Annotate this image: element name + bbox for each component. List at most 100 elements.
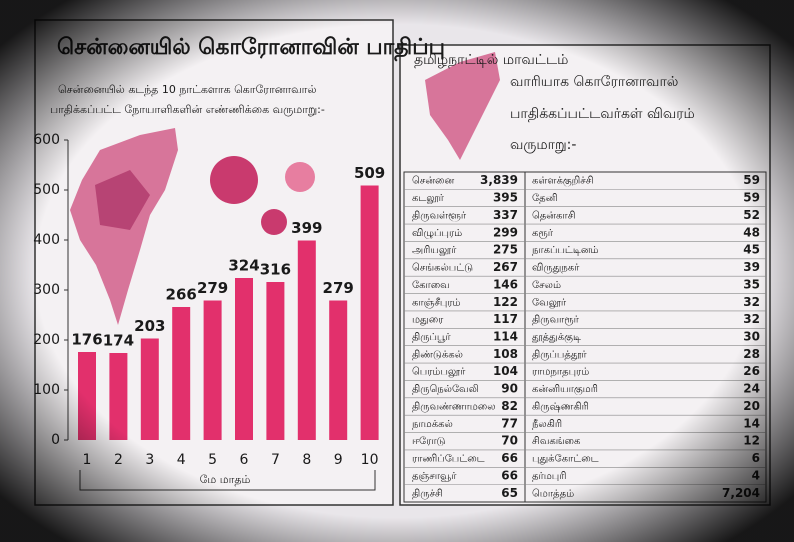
district-name: திருப்பூர்	[412, 332, 451, 343]
bar	[360, 185, 379, 440]
district-name: காஞ்சீபுரம்	[412, 297, 461, 308]
district-name: ராமநாதபுரம்	[532, 367, 589, 378]
district-count: 28	[743, 347, 760, 361]
bar	[329, 300, 348, 440]
district-name: ஈரோடு	[412, 436, 446, 447]
district-count: 32	[743, 295, 760, 309]
district-name: சேலம்	[532, 280, 561, 291]
bar	[172, 307, 191, 440]
district-name: திருவண்ணாமலை	[412, 401, 496, 412]
x-tick-label: 1	[83, 452, 92, 468]
x-axis-label: மே மாதம்	[200, 473, 251, 486]
district-name: திருநெல்வேலி	[412, 384, 479, 395]
district-name: திருப்பத்தூர்	[532, 349, 587, 360]
y-tick-label: 400	[33, 232, 60, 248]
district-name: கோவை	[412, 280, 450, 291]
district-name: தர்மபுரி	[532, 471, 566, 482]
district-count: 48	[743, 225, 760, 239]
district-name: புதுக்கோட்டை	[532, 454, 599, 465]
y-tick-label: 300	[33, 282, 60, 298]
district-count: 90	[501, 382, 518, 396]
district-count: 70	[501, 434, 518, 448]
x-tick-label: 10	[361, 452, 379, 468]
y-tick-label: 100	[33, 382, 60, 398]
district-count: 26	[743, 364, 760, 378]
district-count: 66	[501, 468, 518, 482]
x-tick-label: 7	[271, 452, 280, 468]
chart-title: சென்னையில் கொரோனாவின் பாதிப்பு	[57, 35, 445, 62]
district-count: 12	[743, 434, 760, 448]
district-count: 117	[493, 312, 518, 326]
district-count: 45	[743, 243, 760, 257]
table-heading: பாதிக்கப்பட்டவர்கள் விவரம்	[510, 106, 695, 122]
table-heading: வருமாறு:-	[510, 137, 576, 153]
x-tick-label: 9	[334, 452, 343, 468]
district-count: 52	[743, 208, 760, 222]
district-name: சிவகங்கை	[532, 436, 580, 447]
bar	[235, 278, 253, 440]
district-count: 4	[752, 468, 760, 482]
district-count: 82	[501, 399, 518, 413]
value-label: 279	[197, 279, 228, 297]
district-count: 122	[493, 295, 518, 309]
district-count: 6	[752, 451, 760, 465]
bar	[203, 300, 222, 440]
district-name: மொத்தம்	[532, 488, 574, 499]
district-count: 66	[501, 451, 518, 465]
value-label: 203	[134, 317, 165, 335]
value-label: 266	[166, 286, 197, 304]
district-count: 65	[501, 486, 518, 500]
district-count: 7,204	[722, 486, 760, 500]
district-name: சென்னை	[412, 176, 454, 187]
district-count: 3,839	[480, 173, 518, 187]
district-name: கள்ளக்குறிச்சி	[532, 176, 594, 188]
district-count: 114	[493, 330, 518, 344]
x-tick-label: 3	[145, 452, 154, 468]
district-name: செங்கல்பட்டு	[412, 263, 473, 274]
x-tick-label: 2	[114, 452, 123, 468]
district-count: 104	[493, 364, 518, 378]
district-name: விழுப்புரம்	[412, 228, 462, 239]
value-label: 279	[323, 279, 354, 297]
district-name: தஞ்சாவூர்	[412, 471, 457, 482]
value-label: 324	[228, 257, 259, 275]
district-count: 146	[493, 277, 518, 291]
district-count: 24	[743, 382, 760, 396]
x-tick-label: 4	[177, 452, 186, 468]
district-name: திண்டுக்கல்	[412, 349, 463, 360]
district-count: 59	[743, 191, 760, 205]
district-count: 32	[743, 312, 760, 326]
bar	[140, 338, 159, 440]
district-count: 275	[493, 243, 518, 257]
x-tick-label: 6	[240, 452, 249, 468]
district-count: 77	[501, 416, 518, 430]
district-name: ராணிப்பேட்டை	[412, 454, 485, 465]
district-name: கடலூர்	[412, 193, 445, 204]
district-name: கிருஷ்ணகிரி	[532, 401, 589, 412]
y-tick-label: 500	[33, 182, 60, 198]
value-label: 509	[354, 164, 385, 182]
district-count: 14	[743, 416, 760, 430]
value-label: 316	[260, 261, 291, 279]
y-tick-label: 0	[51, 432, 60, 448]
table-heading: வாரியாக கொரோனாவால்	[510, 74, 678, 90]
value-label: 174	[103, 332, 134, 350]
chart-subtitle: சென்னையில் கடந்த 10 நாட்களாக கொரோனாவால்	[58, 83, 317, 96]
y-tick-label: 200	[33, 332, 60, 348]
y-tick-label: 600	[33, 132, 60, 148]
x-tick-label: 5	[208, 452, 217, 468]
district-name: மதுரை	[412, 315, 444, 326]
district-name: விருதுநகர்	[532, 263, 580, 274]
district-name: நாமக்கல்	[412, 419, 453, 430]
value-label: 176	[71, 331, 102, 349]
district-name: திருவாரூர்	[532, 315, 580, 326]
bar	[78, 352, 96, 440]
bar	[109, 353, 128, 440]
district-count: 59	[743, 173, 760, 187]
district-count: 30	[743, 330, 760, 344]
district-count: 20	[743, 399, 760, 413]
district-count: 108	[493, 347, 518, 361]
district-count: 337	[493, 208, 518, 222]
